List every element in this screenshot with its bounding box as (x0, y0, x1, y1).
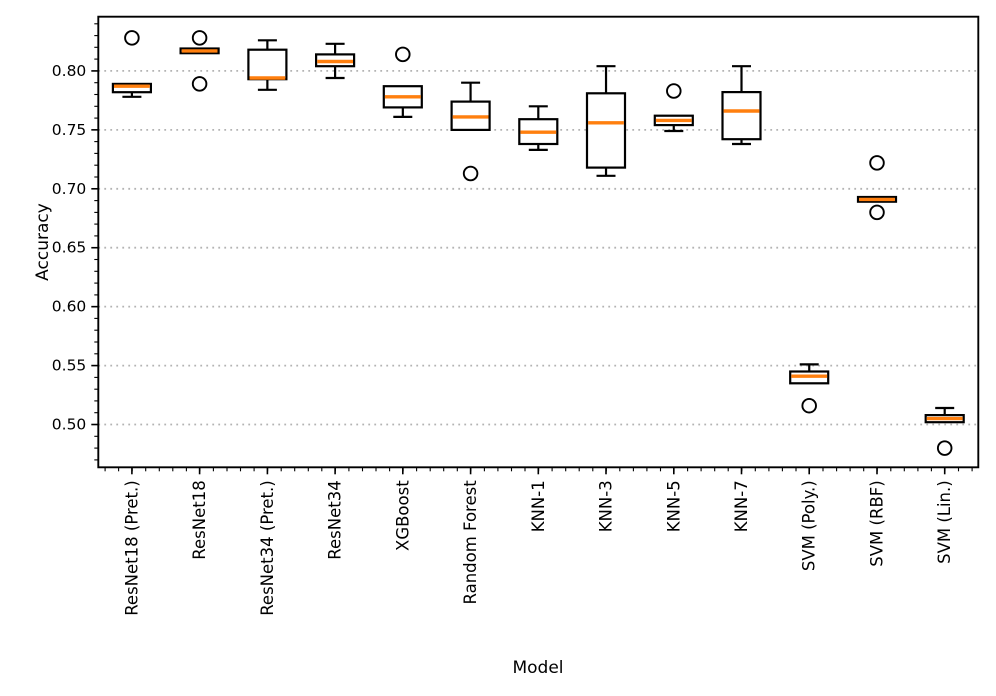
box-group (585, 65, 627, 177)
y-tick-label: 0.65 (52, 239, 87, 257)
box-group (518, 105, 559, 151)
gridlines (98, 70, 979, 426)
outlier-point (191, 76, 208, 92)
outlier-point (936, 440, 953, 456)
x-tick-label: KNN-7 (732, 480, 751, 532)
box-group (450, 81, 491, 182)
y-tick-label: 0.70 (52, 180, 87, 198)
outlier-point (869, 204, 885, 221)
iqr-box (585, 92, 627, 169)
box-group (111, 30, 153, 98)
outlier-point (666, 83, 682, 99)
y-tick-label: 0.80 (52, 62, 87, 80)
x-tick-label: KNN-1 (529, 480, 548, 532)
outlier-point (462, 165, 479, 182)
y-axis-label: Accuracy (32, 203, 53, 281)
outlier-point (124, 30, 140, 46)
y-tick-label: 0.55 (52, 357, 87, 375)
x-axis: ResNet18 (Pret.) ResNet18 ResNet34 (Pret.)… (104, 467, 973, 616)
iqr-box (247, 48, 288, 81)
box-group (247, 39, 288, 91)
box-group (382, 46, 423, 119)
x-tick-label: KNN-5 (664, 480, 683, 532)
x-tick-label: ResNet34 (326, 480, 345, 559)
box-group (179, 30, 220, 92)
y-tick-label: 0.60 (52, 298, 87, 316)
plot-frame (97, 15, 980, 469)
outlier-point (869, 155, 885, 171)
x-tick-label: SVM (Lin.) (935, 480, 954, 564)
outlier-point (395, 46, 411, 63)
y-tick-label: 0.50 (52, 416, 87, 434)
iqr-box (111, 82, 153, 94)
x-tick-label: KNN-3 (597, 480, 616, 532)
x-axis-label: Model (512, 658, 564, 678)
x-tick-label: ResNet34 (Pret.) (258, 480, 277, 616)
x-tick-label: SVM (RBF) (868, 480, 887, 566)
box-group (924, 406, 965, 456)
y-tick-label: 0.75 (52, 121, 87, 139)
x-tick-label: Random Forest (461, 480, 480, 605)
x-tick-label: ResNet18 (190, 480, 209, 559)
x-tick-label: ResNet18 (Pret.) (122, 480, 141, 616)
box-group (789, 363, 830, 414)
box-group (315, 42, 356, 80)
x-tick-label: SVM (Poly.) (800, 480, 819, 571)
x-tick-label: XGBoost (393, 480, 412, 551)
box-group (856, 155, 898, 221)
outlier-point (801, 397, 817, 414)
box-group (721, 65, 762, 146)
outlier-point (191, 30, 208, 46)
iqr-box (721, 90, 762, 141)
box-group (653, 83, 694, 133)
boxes (111, 30, 965, 456)
